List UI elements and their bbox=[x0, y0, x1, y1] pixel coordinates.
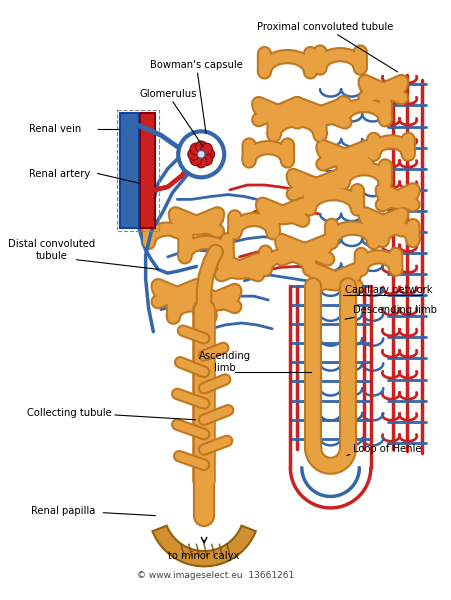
Circle shape bbox=[201, 154, 212, 166]
Circle shape bbox=[198, 151, 205, 158]
Circle shape bbox=[190, 143, 202, 155]
FancyBboxPatch shape bbox=[140, 113, 155, 228]
Text: Distal convoluted
tubule: Distal convoluted tubule bbox=[8, 239, 95, 261]
Polygon shape bbox=[152, 526, 256, 566]
Circle shape bbox=[195, 141, 207, 152]
Circle shape bbox=[201, 143, 212, 155]
Text: Bowman's capsule: Bowman's capsule bbox=[150, 60, 243, 133]
Text: Descending limb: Descending limb bbox=[345, 305, 437, 319]
Text: Ascending
limb: Ascending limb bbox=[199, 352, 251, 373]
Text: Capillary network: Capillary network bbox=[345, 286, 433, 295]
Text: Renal papilla: Renal papilla bbox=[31, 506, 95, 516]
Text: © www.imageselect.eu  13661261: © www.imageselect.eu 13661261 bbox=[137, 571, 294, 580]
Text: Renal artery: Renal artery bbox=[29, 169, 90, 179]
Text: Glomerulus: Glomerulus bbox=[139, 89, 203, 146]
FancyBboxPatch shape bbox=[120, 113, 139, 228]
Circle shape bbox=[195, 156, 207, 168]
Circle shape bbox=[203, 149, 215, 160]
Text: Renal vein: Renal vein bbox=[29, 124, 81, 134]
Text: Collecting tubule: Collecting tubule bbox=[27, 408, 111, 418]
Text: to minor calyx: to minor calyx bbox=[168, 551, 240, 561]
Circle shape bbox=[190, 154, 202, 166]
Circle shape bbox=[178, 131, 224, 178]
Circle shape bbox=[188, 149, 199, 160]
Text: Proximal convoluted tubule: Proximal convoluted tubule bbox=[257, 22, 398, 72]
Text: Loop of Henle: Loop of Henle bbox=[347, 443, 421, 455]
